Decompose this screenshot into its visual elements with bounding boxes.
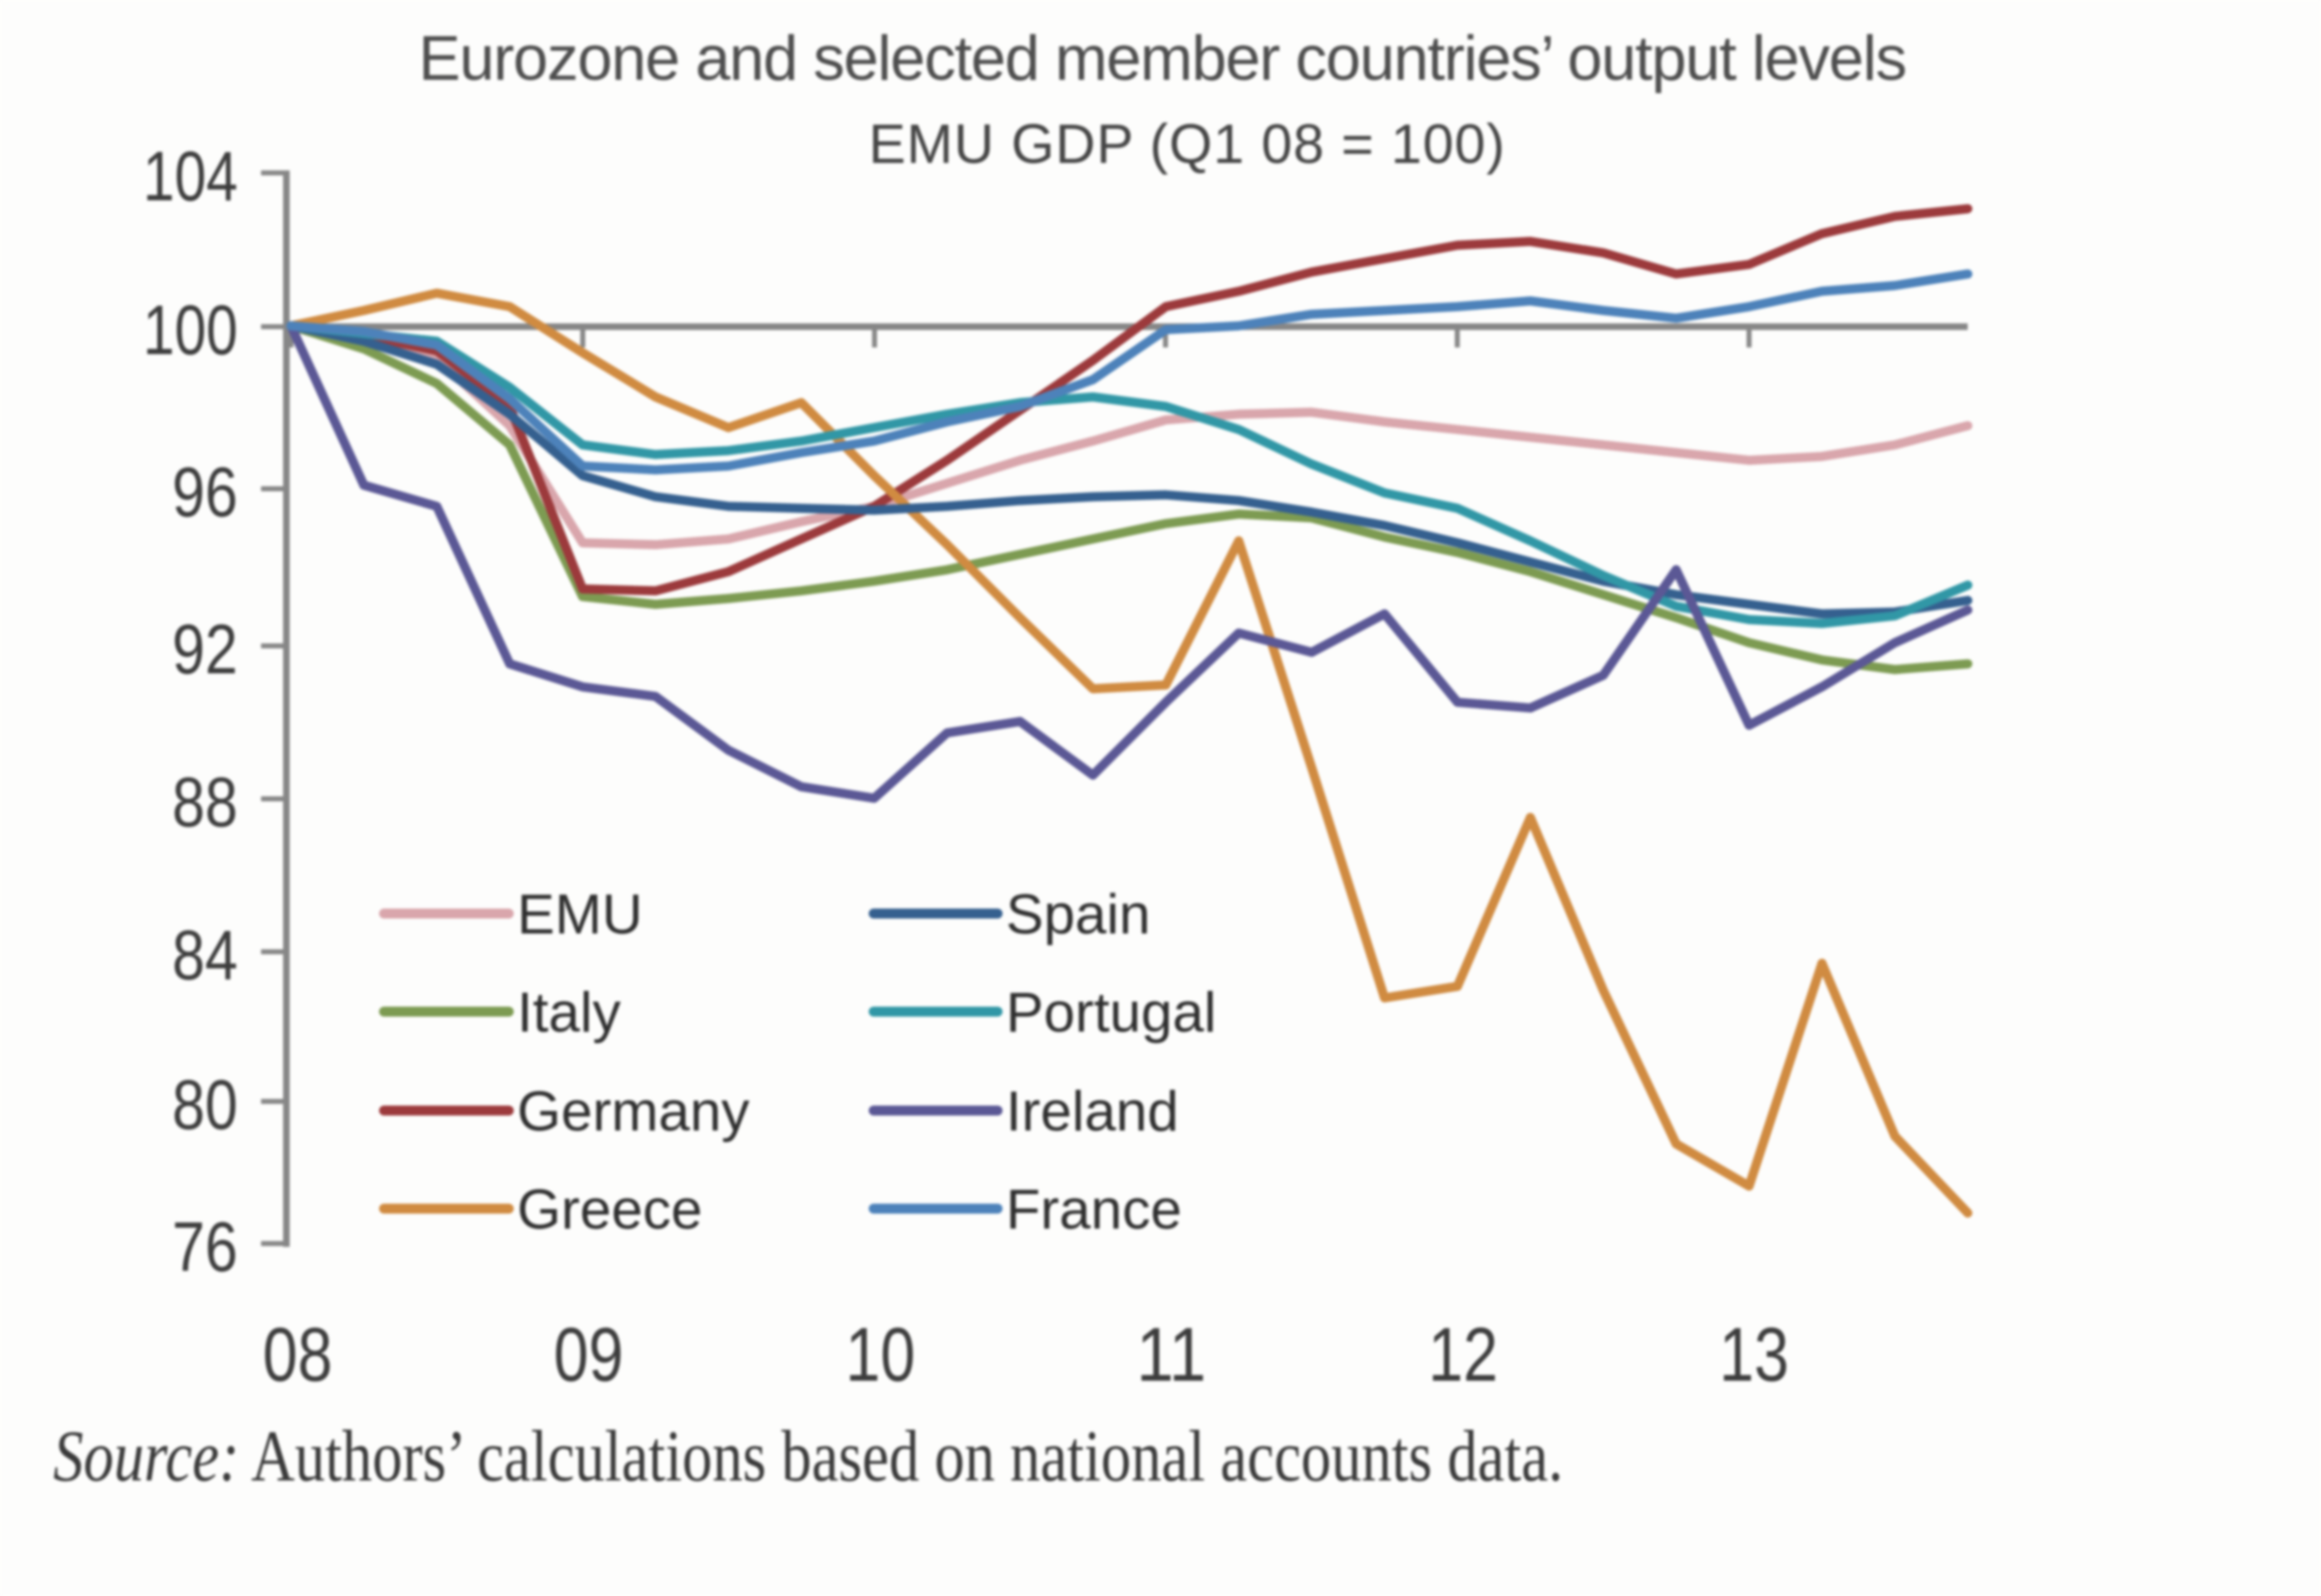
svg-text:08: 08 bbox=[263, 1313, 333, 1397]
svg-text:12: 12 bbox=[1428, 1313, 1498, 1397]
svg-text:Greece: Greece bbox=[517, 1178, 702, 1241]
svg-text:Germany: Germany bbox=[517, 1080, 750, 1143]
svg-text:France: France bbox=[1006, 1178, 1182, 1241]
svg-text:EMU GDP (Q1 08 = 100): EMU GDP (Q1 08 = 100) bbox=[869, 113, 1505, 175]
svg-text:Spain: Spain bbox=[1006, 883, 1151, 946]
svg-text:76: 76 bbox=[172, 1208, 238, 1286]
svg-text:09: 09 bbox=[554, 1313, 623, 1397]
svg-text:10: 10 bbox=[845, 1313, 915, 1397]
svg-text:88: 88 bbox=[172, 763, 238, 841]
svg-text:Italy: Italy bbox=[517, 981, 621, 1044]
svg-text:11: 11 bbox=[1136, 1313, 1206, 1397]
svg-text:Ireland: Ireland bbox=[1006, 1080, 1179, 1143]
svg-text:13: 13 bbox=[1719, 1313, 1789, 1397]
svg-text:EMU: EMU bbox=[517, 883, 643, 946]
svg-text:100: 100 bbox=[143, 291, 238, 369]
svg-text:Eurozone and selected member c: Eurozone and selected member countries’ … bbox=[418, 23, 1905, 94]
svg-text:104: 104 bbox=[143, 137, 238, 215]
svg-text:92: 92 bbox=[172, 610, 238, 688]
svg-text:96: 96 bbox=[172, 453, 238, 531]
svg-text:84: 84 bbox=[172, 916, 238, 994]
svg-text:80: 80 bbox=[172, 1066, 238, 1144]
svg-text:Portugal: Portugal bbox=[1006, 981, 1216, 1044]
svg-text:Source: Authors’ calculations: Source: Authors’ calculations based on n… bbox=[53, 1416, 1564, 1497]
